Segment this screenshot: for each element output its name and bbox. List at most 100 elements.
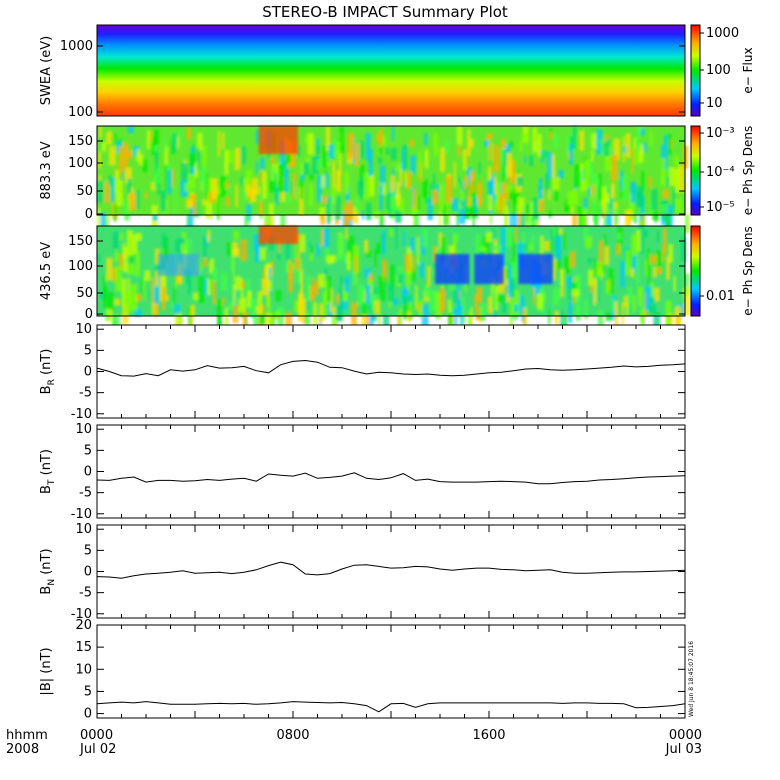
spectrogram-cell (419, 151, 422, 178)
spectrogram-cell (324, 268, 328, 275)
y-axis-label: SWEA (eV) (39, 36, 54, 105)
spectrogram-cell (667, 134, 672, 155)
spectrogram-cell (100, 212, 106, 239)
ytick-label: 5 (84, 543, 92, 558)
spectrogram-cell (331, 186, 336, 204)
spectrogram-cell (330, 288, 334, 313)
spectrogram-cell (581, 208, 588, 233)
spectrogram-cell (636, 191, 643, 199)
spectrogram-cell (380, 289, 386, 302)
spectrogram-cell (553, 226, 557, 236)
spectrogram-cell (383, 135, 386, 146)
spectrogram-cell (505, 267, 509, 280)
spectrogram-image (97, 25, 685, 116)
spectrogram-cell (325, 127, 330, 151)
spectrogram-cell (529, 155, 534, 167)
spectrogram-cell (672, 188, 676, 214)
spectrogram-cell (511, 256, 519, 283)
line-panel-1: 10 5 0 -5 -10 BR (nT) (39, 322, 686, 422)
spectrogram-cell (412, 256, 415, 271)
spectrogram-cell (202, 236, 207, 259)
spectrogram-cell (234, 148, 241, 170)
spectrogram-cell (608, 268, 614, 294)
spectrogram-cell (359, 140, 365, 160)
spectrogram-cell (178, 237, 185, 244)
ytick-label: 0 (85, 207, 93, 222)
spectrogram-cell (362, 302, 367, 315)
spectrogram-cell (568, 301, 573, 323)
spectrogram-cell (631, 147, 634, 174)
spectrogram-cell (388, 285, 394, 302)
y-axis-label: BR (nT) (39, 349, 57, 395)
spectrogram-cell (587, 269, 594, 286)
spectrogram-cell (453, 309, 458, 330)
spectrogram-cell (322, 144, 327, 168)
spectrogram-cell (295, 186, 299, 200)
spectrogram-cell (127, 149, 132, 159)
spectrogram-cell (532, 234, 535, 245)
spectrogram-cell (232, 283, 236, 305)
spectrogram-cell (605, 198, 611, 215)
spectrogram-cell (209, 261, 211, 274)
y-axis-label: 436.5 eV (39, 242, 54, 300)
spectrogram-cell (347, 133, 355, 159)
spectrogram-cell (379, 146, 382, 155)
spectrogram-cell (103, 214, 109, 230)
spectrogram-cell (611, 155, 618, 181)
spectrogram-cell (491, 283, 496, 309)
spectrogram-cell (173, 187, 177, 213)
colorbar-tick-label: 100 (706, 63, 731, 78)
spectrogram-cell (384, 276, 387, 288)
spectrogram-cell (456, 304, 463, 317)
spectrogram-cell (167, 163, 171, 170)
timestamp-label: Wed Jun 8 18:45:07 2016 (688, 641, 695, 717)
spectrogram-cell (382, 260, 388, 281)
spectrogram-cell (154, 248, 160, 264)
spectrogram-cell (247, 184, 251, 197)
spectrogram-cell (515, 227, 518, 243)
spectrogram-cell (222, 297, 225, 306)
spectrogram-cell (680, 237, 686, 262)
spectrogram-cell (138, 153, 143, 166)
spectrogram-cell (344, 172, 349, 194)
spectrogram-cell (259, 247, 266, 260)
spectrogram-cell (494, 182, 502, 211)
ytick-label: 50 (76, 184, 93, 199)
spectrogram-cell (299, 162, 303, 175)
spectrogram-cell (357, 285, 364, 306)
spectrogram-cell (190, 314, 193, 326)
ytick-label: 20 (75, 618, 92, 633)
spectrogram-cell (217, 299, 222, 326)
spectrogram-cell (224, 150, 229, 175)
spectrogram-cell (540, 235, 544, 264)
spectrogram-cell (279, 141, 286, 168)
spectrogram-cell (186, 238, 191, 257)
spectrogram-cell (520, 205, 526, 230)
spectrogram-cell (502, 285, 507, 313)
spectrogram-cell (135, 232, 142, 241)
spectrogram-cell (412, 189, 417, 210)
spectrogram-cell (678, 165, 685, 193)
spectrogram-cell (207, 229, 211, 242)
spectrogram-cell (98, 151, 101, 169)
spectrogram-cell (638, 226, 645, 254)
spectrogram-cell (468, 311, 472, 326)
spectrogram-cell (233, 230, 239, 240)
spectrogram-cell (144, 270, 151, 281)
colorbar-tick-label: 1000 (706, 26, 739, 41)
spectrogram-cell (409, 301, 413, 320)
spectrogram-cell (157, 172, 160, 195)
spectrogram-cell (99, 126, 102, 138)
spectrogram-cell (600, 139, 605, 157)
spectrogram-cell (413, 205, 417, 229)
ytick-label: 100 (68, 105, 93, 120)
spectrogram-cell (186, 214, 191, 233)
spectrogram-cell (368, 149, 373, 177)
spectrogram-cell (374, 300, 380, 315)
spectrogram-cell (245, 204, 252, 222)
spectrogram-cell (396, 163, 403, 171)
spectrogram-cell (410, 237, 415, 252)
spectrogram-cell (347, 235, 355, 261)
spectrogram-cell (315, 280, 319, 296)
spectrogram-cell (583, 197, 588, 212)
